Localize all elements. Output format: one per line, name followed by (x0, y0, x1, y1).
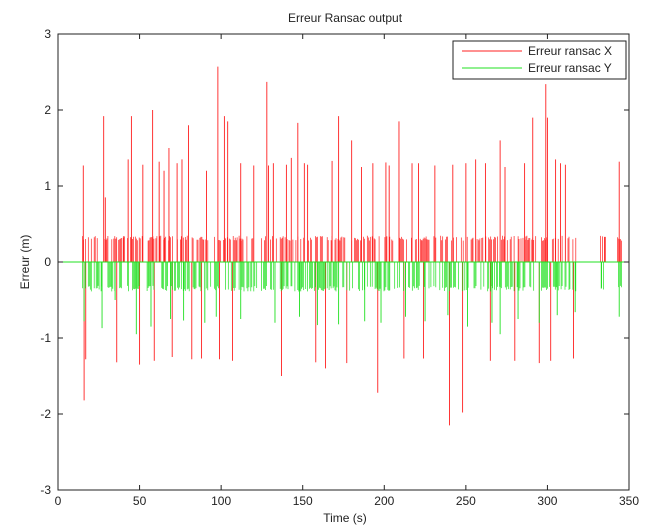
chart-title: Erreur Ransac output (288, 11, 403, 25)
x-tick-label: 150 (293, 494, 313, 508)
y-tick-label: 0 (44, 255, 51, 269)
x-tick-label: 200 (374, 494, 394, 508)
y-tick-label: -2 (40, 407, 51, 421)
plot-layer (58, 66, 629, 426)
x-tick-label: 300 (537, 494, 557, 508)
legend-label-x: Erreur ransac X (528, 44, 612, 58)
y-tick-label: 2 (44, 103, 51, 117)
axes-layer: 0 50 100 150 200 250 300 350 -3 -2 -1 0 1 2 3 (40, 27, 639, 508)
x-axis-title: Time (s) (323, 511, 367, 525)
y-tick-label: -3 (40, 483, 51, 497)
legend: Erreur ransac X Erreur ransac Y (452, 40, 627, 80)
y-tick-label: 1 (44, 179, 51, 193)
y-tick-label: -1 (40, 331, 51, 345)
y-axis-title: Erreur (m) (18, 235, 32, 290)
x-tick-label: 100 (211, 494, 231, 508)
x-tick-label: 0 (55, 494, 62, 508)
x-tick-label: 250 (456, 494, 476, 508)
x-tick-label: 50 (133, 494, 147, 508)
legend-label-y: Erreur ransac Y (528, 61, 612, 75)
series-y (58, 261, 629, 335)
legend-box (452, 40, 627, 80)
x-tick-label: 350 (619, 494, 639, 508)
y-tick-label: 3 (44, 27, 51, 41)
